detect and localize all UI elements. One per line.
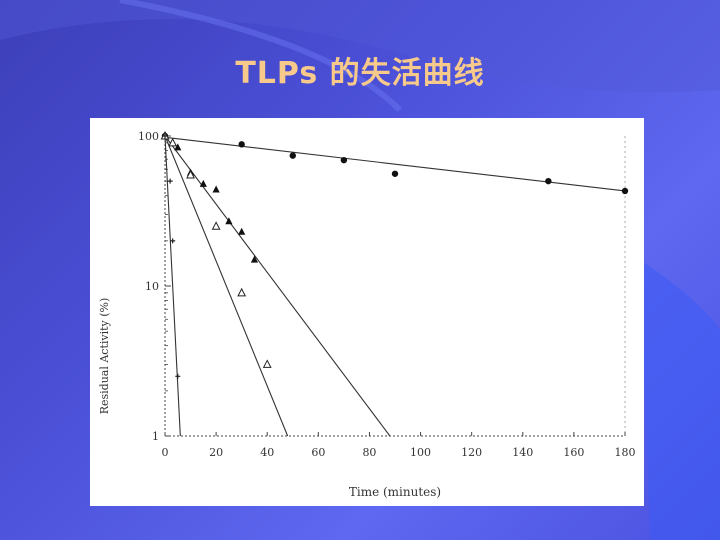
data-point-open-triangle xyxy=(186,169,195,179)
data-point-plus xyxy=(167,178,173,184)
x-tick-label: 100 xyxy=(410,446,431,459)
x-tick-label: 140 xyxy=(512,446,533,459)
fit-line xyxy=(164,136,626,192)
x-tick-label: 0 xyxy=(162,446,169,459)
data-point-open-triangle xyxy=(237,287,247,297)
slide-title: TLPs 的失活曲线 xyxy=(235,56,485,91)
data-point-open-triangle xyxy=(262,359,272,368)
fit-line xyxy=(164,135,181,437)
data-point-open-triangle xyxy=(168,137,178,147)
y-tick-label: 10 xyxy=(145,280,159,293)
data-point-filled-triangle xyxy=(212,185,220,193)
data-point-circle xyxy=(545,177,552,185)
data-point-filled-triangle xyxy=(225,217,233,225)
data-point-circle xyxy=(391,170,399,177)
y-axis-label: Residual Activity (%) xyxy=(98,298,111,415)
x-tick-label: 80 xyxy=(362,446,376,459)
x-tick-label: 20 xyxy=(209,446,223,459)
data-point-filled-triangle xyxy=(174,143,182,151)
data-points xyxy=(160,130,629,379)
x-tick-label: 120 xyxy=(461,446,482,459)
data-point-plus xyxy=(170,238,176,244)
fit-line xyxy=(164,135,289,437)
fit-line xyxy=(164,135,391,437)
data-point-circle xyxy=(621,187,629,195)
x-axis-label: Time (minutes) xyxy=(349,485,441,499)
fit-lines xyxy=(164,135,626,437)
data-point-filled-triangle xyxy=(238,227,246,235)
chart-figure: 0 20 40 60 80 100 120 140 160 180 1 10 100 Time (min… xyxy=(90,118,644,506)
chart-axes: 0 20 40 60 80 100 120 140 160 180 1 10 100 xyxy=(138,130,636,459)
x-tick-label: 160 xyxy=(563,446,584,459)
data-point-circle xyxy=(340,156,348,164)
inactivation-chart: 0 20 40 60 80 100 120 140 160 180 1 10 100 Time (min… xyxy=(98,130,636,499)
x-tick-label: 180 xyxy=(615,446,636,459)
x-tick-label: 60 xyxy=(311,446,325,459)
x-tick-label: 40 xyxy=(260,446,274,459)
data-point-filled-triangle xyxy=(199,179,207,187)
data-point-plus xyxy=(175,373,181,379)
y-tick-label: 1 xyxy=(152,430,159,443)
data-point-circle xyxy=(238,141,245,148)
data-point-filled-triangle xyxy=(250,255,259,263)
y-tick-label: 100 xyxy=(138,130,159,143)
data-point-circle xyxy=(289,152,296,159)
data-point-open-triangle xyxy=(211,221,221,230)
data-point-plus xyxy=(162,133,168,139)
